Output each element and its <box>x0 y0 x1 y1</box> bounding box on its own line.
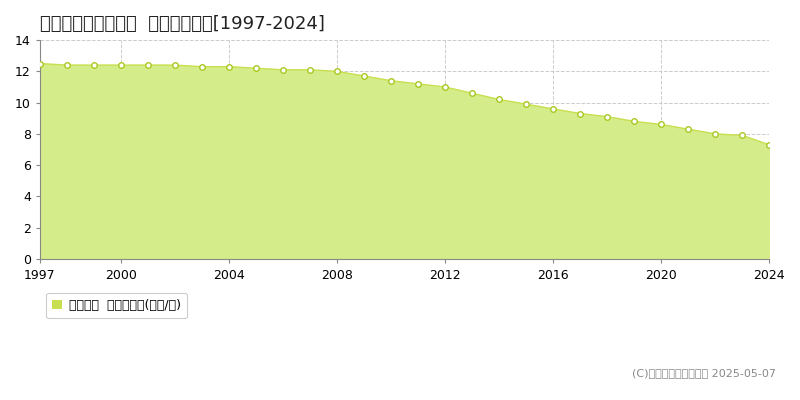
Text: (C)土地価格ドットコム 2025-05-07: (C)土地価格ドットコム 2025-05-07 <box>632 368 776 378</box>
Text: 鹿足郡津和野町中座  基準地価推移[1997-2024]: 鹿足郡津和野町中座 基準地価推移[1997-2024] <box>40 15 325 33</box>
Legend: 基準地価  平均坪単価(万円/坪): 基準地価 平均坪単価(万円/坪) <box>46 293 187 318</box>
